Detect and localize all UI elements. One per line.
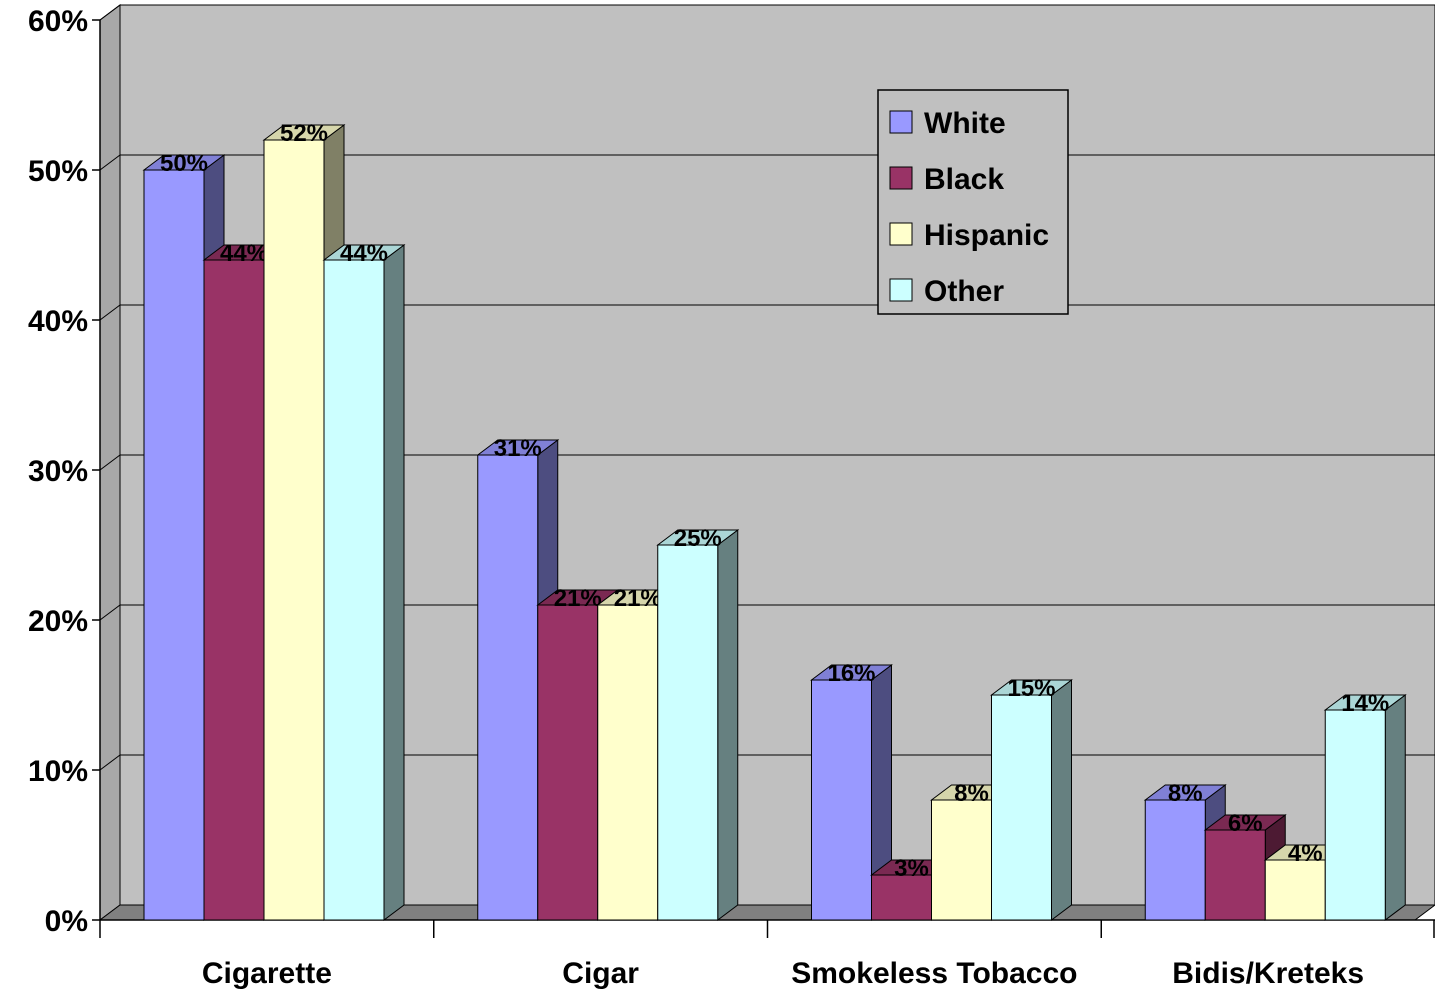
- bar: [477, 454, 539, 921]
- bar: [263, 139, 325, 921]
- data-label: 8%: [954, 780, 989, 807]
- bar-side: [1384, 694, 1406, 921]
- data-label: 16%: [827, 660, 875, 687]
- bar-side: [717, 529, 739, 921]
- bar: [657, 544, 719, 921]
- y-tick-label: 50%: [28, 155, 88, 188]
- bar: [1144, 799, 1206, 921]
- bar: [597, 604, 659, 921]
- legend-label: Hispanic: [924, 219, 1049, 252]
- y-tick-label: 10%: [28, 755, 88, 788]
- data-label: 3%: [894, 855, 929, 882]
- x-category-label: Bidis/Kreteks: [1172, 957, 1364, 990]
- legend-label: Other: [924, 275, 1004, 308]
- legend-swatch: [889, 222, 913, 246]
- bar-side: [1051, 679, 1072, 921]
- data-label: 4%: [1288, 840, 1323, 867]
- data-label: 6%: [1228, 810, 1263, 837]
- bar: [991, 694, 1052, 921]
- legend-label: Black: [924, 163, 1004, 196]
- gridline-side: [99, 154, 121, 171]
- data-label: 44%: [220, 240, 268, 267]
- data-label: 14%: [1341, 690, 1389, 717]
- bar-side: [383, 244, 405, 921]
- y-tick-label: 30%: [28, 455, 88, 488]
- gridline-side: [99, 4, 121, 21]
- y-tick-label: 60%: [28, 5, 88, 38]
- x-category-label: Cigar: [562, 957, 639, 990]
- bar: [931, 799, 992, 921]
- gridline-side: [99, 754, 121, 771]
- y-tick-label: 0%: [45, 905, 88, 938]
- legend-swatch: [889, 278, 913, 302]
- data-label: 21%: [554, 585, 602, 612]
- y-tick-label: 40%: [28, 305, 88, 338]
- data-label: 44%: [340, 240, 388, 267]
- bar: [143, 169, 205, 921]
- bar: [811, 679, 872, 921]
- data-label: 8%: [1168, 780, 1203, 807]
- legend-swatch: [889, 110, 913, 134]
- data-label: 50%: [160, 150, 208, 177]
- legend-swatch: [889, 166, 913, 190]
- bar: [323, 259, 385, 921]
- x-category-label: Cigarette: [202, 957, 332, 990]
- bar: [1324, 709, 1386, 921]
- bar: [871, 874, 932, 921]
- x-category-label: Smokeless Tobacco: [791, 957, 1077, 990]
- data-label: 15%: [1007, 675, 1055, 702]
- gridline-side: [99, 304, 121, 321]
- y-tick-label: 20%: [28, 605, 88, 638]
- gridline-side: [99, 454, 121, 471]
- data-label: 21%: [614, 585, 662, 612]
- bar: [537, 604, 599, 921]
- gridline-side: [99, 604, 121, 621]
- bar: [1204, 829, 1266, 921]
- data-label: 52%: [280, 120, 328, 147]
- bar: [1264, 859, 1326, 921]
- data-label: 31%: [494, 435, 542, 462]
- legend-label: White: [924, 107, 1006, 140]
- data-label: 25%: [674, 525, 722, 552]
- bar: [203, 259, 265, 921]
